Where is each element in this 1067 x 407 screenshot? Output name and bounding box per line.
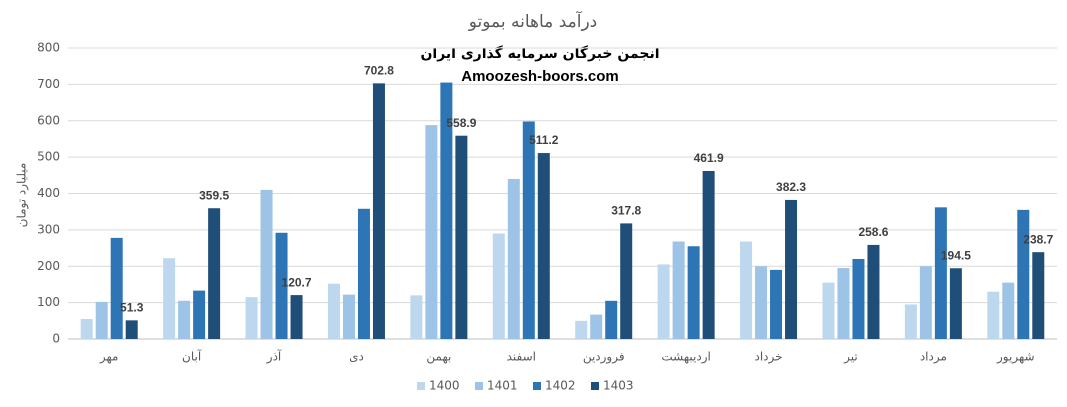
- bar: [245, 297, 258, 339]
- bar: [934, 207, 947, 339]
- watermark: انجمن خبرگان سرمایه گذاری ایران: [420, 45, 659, 62]
- y-tick-label: 700: [37, 77, 60, 91]
- bar: [193, 290, 206, 339]
- y-tick-label: 0: [52, 332, 60, 346]
- bar: [110, 237, 123, 339]
- legend-swatch: [417, 382, 425, 390]
- bar: [95, 301, 108, 339]
- y-tick-label: 400: [37, 186, 60, 200]
- y-tick-label: 300: [37, 222, 60, 236]
- bar: [687, 246, 700, 339]
- x-tick-label: آبان: [182, 349, 202, 364]
- bar: [125, 320, 138, 339]
- y-axis-label: میلیارد تومان: [15, 163, 30, 228]
- bar: [620, 223, 633, 339]
- bar: [1032, 252, 1045, 339]
- data-label: 317.8: [611, 204, 641, 218]
- y-tick-label: 500: [37, 150, 60, 164]
- chart-title: درآمد ماهانه بموتو: [468, 10, 597, 32]
- data-label: 258.6: [858, 225, 888, 239]
- watermark: Amoozesh-boors.com: [461, 68, 619, 85]
- x-tick-label: بهمن: [426, 350, 451, 365]
- bar: [537, 153, 550, 339]
- bar: [178, 300, 191, 339]
- data-label: 120.7: [282, 275, 312, 289]
- bar: [342, 294, 355, 339]
- bar: [522, 121, 535, 339]
- bar: [770, 269, 783, 339]
- bar: [672, 241, 685, 339]
- y-tick-label: 100: [37, 295, 60, 309]
- bar: [1017, 209, 1030, 339]
- data-label: 382.3: [776, 180, 806, 194]
- data-label: 702.8: [364, 64, 394, 78]
- bar: [80, 318, 93, 339]
- bar: [837, 268, 850, 339]
- bar: [492, 233, 505, 339]
- data-label: 558.9: [446, 116, 476, 130]
- bar: [260, 189, 273, 339]
- y-tick-label: 800: [37, 41, 60, 55]
- bar: [425, 125, 438, 340]
- bar: [1002, 282, 1015, 339]
- bar: [575, 320, 588, 339]
- bar: [440, 82, 453, 340]
- legend-label: 1402: [545, 379, 576, 393]
- legend-label: 1401: [487, 379, 518, 393]
- bar: [867, 244, 880, 339]
- bar: [785, 199, 798, 339]
- data-label: 461.9: [694, 151, 724, 165]
- bar: [590, 314, 603, 339]
- x-tick-label: اردیبهشت: [661, 350, 710, 365]
- bar: [755, 266, 768, 339]
- bar: [904, 304, 917, 339]
- x-tick-label: شهریور: [996, 350, 1035, 365]
- bar: [507, 178, 520, 339]
- x-tick-label: مرداد: [920, 350, 947, 365]
- data-label: 511.2: [529, 133, 559, 147]
- x-tick-label: تیر: [843, 350, 858, 365]
- legend-label: 1403: [603, 379, 634, 393]
- bar: [208, 208, 221, 339]
- bar: [372, 83, 385, 339]
- x-tick-label: مهر: [99, 350, 119, 365]
- legend-swatch: [533, 382, 541, 390]
- data-label: 238.7: [1023, 232, 1053, 246]
- legend-swatch: [591, 382, 599, 390]
- legend-swatch: [475, 382, 483, 390]
- x-tick-label: دی: [349, 350, 364, 364]
- data-label: 194.5: [941, 248, 971, 262]
- bar: [822, 282, 835, 339]
- bar: [455, 135, 468, 339]
- x-tick-label: آذر: [266, 349, 282, 365]
- bar: [275, 232, 288, 339]
- bar: [410, 295, 423, 339]
- bar: [949, 268, 962, 339]
- x-tick-label: اسفند: [507, 350, 536, 364]
- y-tick-label: 200: [37, 259, 60, 273]
- y-tick-label: 600: [37, 113, 60, 127]
- legend-label: 1400: [429, 379, 460, 393]
- bar: [919, 266, 932, 339]
- data-label: 51.3: [120, 301, 144, 315]
- bar: [290, 295, 303, 339]
- bar: [987, 291, 1000, 339]
- x-tick-label: فروردین: [583, 350, 625, 365]
- x-tick-label: خرداد: [755, 350, 783, 365]
- bar: [163, 258, 176, 339]
- bar: [657, 264, 670, 339]
- bar: [702, 170, 715, 339]
- bar: [605, 300, 618, 339]
- data-label: 359.5: [199, 188, 229, 202]
- bar: [852, 258, 865, 339]
- bar: [357, 208, 370, 339]
- bar: [327, 283, 340, 339]
- bar: [740, 241, 753, 339]
